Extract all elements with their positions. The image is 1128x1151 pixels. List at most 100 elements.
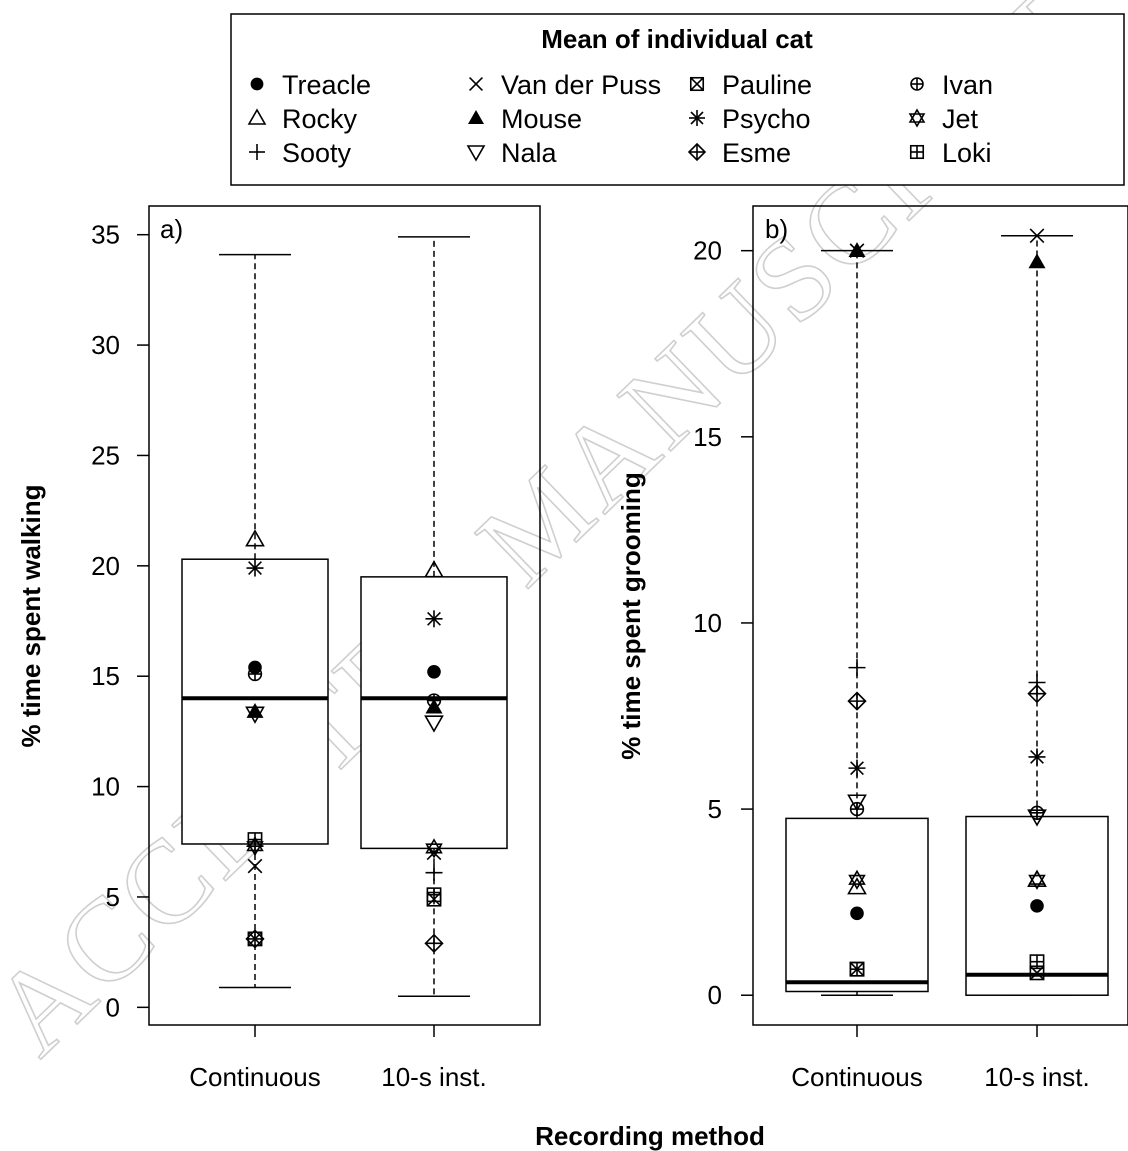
ytick-label-grooming-20: 20 [693, 236, 722, 266]
ytick-walking-10: 10 [91, 772, 149, 802]
legend-symbol-esme [687, 142, 707, 162]
plot-frame-grooming [752, 205, 1128, 1026]
legend-label-ivan: Ivan [942, 70, 993, 100]
legend-entry-psycho: Psycho [689, 104, 811, 134]
point-walking-10-s-inst-nala [424, 715, 444, 733]
ylabel-walking: % time spent walking [16, 485, 46, 748]
legend-entry-sooty: Sooty [249, 138, 352, 168]
point-grooming-continuous-esme [847, 691, 867, 711]
ytick-grooming-20: 20 [693, 236, 753, 266]
xtick-grooming-continuous: Continuous [791, 1025, 923, 1092]
point-walking-10-s-inst-loki [426, 887, 442, 903]
point-walking-continuous-rocky [245, 529, 265, 547]
legend-symbol-mouse [468, 110, 484, 124]
legend-entry-nala: Nala [466, 138, 558, 168]
point-grooming-continuous-rocky [847, 877, 867, 895]
ytick-grooming-5: 5 [708, 794, 753, 824]
point-walking-continuous-esme [245, 929, 265, 949]
panel-label-walking: a) [160, 214, 183, 244]
point-walking-continuous-nala [245, 706, 265, 724]
legend: Mean of individual cat Treacle Rocky Sooty… [230, 13, 1125, 186]
legend-entry-mouse: Mouse [468, 104, 582, 134]
xtick-label-walking-continuous: Continuous [189, 1062, 321, 1092]
point-grooming-continuous-psycho [848, 759, 866, 777]
legend-entry-pauline: Pauline [689, 70, 812, 100]
point-grooming-continuous-loki [849, 961, 865, 977]
legend-symbol-jet [908, 108, 926, 128]
ytick-label-walking-35: 35 [91, 220, 120, 250]
point-grooming-continuous-jet [848, 869, 866, 890]
ytick-grooming-0: 0 [708, 980, 753, 1010]
point-grooming-10-s-inst-mouse [1028, 253, 1046, 269]
ytick-walking-20: 20 [91, 551, 149, 581]
legend-label-loki: Loki [942, 138, 992, 168]
ylabel-grooming: % time spent grooming [616, 472, 646, 759]
xtick-label-grooming-continuous: Continuous [791, 1062, 923, 1092]
panel-walking: a) % time spent walking 0 5 10 15 20 25 30 35 Co… [16, 205, 541, 1092]
ytick-label-walking-10: 10 [91, 772, 120, 802]
point-walking-10-s-inst-sooty [425, 864, 443, 882]
box-iqr-walking-continuous [181, 558, 329, 845]
legend-label-van-der-puss: Van der Puss [501, 70, 661, 100]
legend-symbol-psycho [689, 110, 705, 126]
panel-grooming: b) % time spent grooming 0 5 10 15 20 Continu… [616, 205, 1128, 1092]
point-walking-10-s-inst-esme [424, 933, 444, 953]
legend-symbol-pauline [689, 76, 705, 92]
legend-box [230, 13, 1125, 186]
legend-label-mouse: Mouse [501, 104, 582, 134]
point-grooming-continuous-sooty [848, 659, 866, 677]
ytick-grooming-15: 15 [693, 422, 753, 452]
legend-symbol-rocky [247, 108, 267, 125]
ytick-walking-5: 5 [106, 882, 149, 912]
legend-symbol-treacle [250, 77, 264, 91]
point-walking-10-s-inst-jet [425, 838, 443, 859]
point-grooming-10-s-inst-psycho [1028, 748, 1046, 766]
legend-symbol-sooty [249, 144, 265, 160]
point-grooming-10-s-inst-jet [1028, 869, 1046, 890]
legend-label-jet: Jet [942, 104, 979, 134]
legend-label-treacle: Treacle [282, 70, 371, 100]
ytick-label-grooming-10: 10 [693, 608, 722, 638]
legend-symbol-van-der-puss [469, 77, 483, 91]
point-walking-continuous-loki [247, 832, 263, 847]
ytick-label-grooming-5: 5 [708, 794, 722, 824]
xtick-walking-continuous: Continuous [189, 1025, 321, 1092]
legend-entry-rocky: Rocky [247, 104, 358, 134]
ytick-label-walking-5: 5 [106, 882, 120, 912]
legend-title: Mean of individual cat [541, 24, 813, 54]
point-walking-10-s-inst-treacle [427, 664, 441, 679]
ytick-grooming-10: 10 [693, 608, 753, 638]
point-grooming-continuous-ivan [849, 801, 865, 817]
point-grooming-continuous-nala [847, 794, 867, 812]
xtick-label-walking-10-s-inst: 10-s inst. [381, 1062, 487, 1092]
shared-xlabel: Recording method [535, 1121, 765, 1151]
legend-label-pauline: Pauline [722, 70, 812, 100]
xtick-grooming-10-s-inst: 10-s inst. [984, 1025, 1090, 1092]
point-grooming-10-s-inst-ivan [1029, 805, 1045, 820]
point-walking-10-s-inst-psycho [425, 610, 443, 628]
legend-label-rocky: Rocky [282, 104, 358, 134]
ytick-label-walking-15: 15 [91, 661, 120, 691]
point-walking-continuous-ivan [247, 666, 263, 682]
legend-entry-loki: Loki [909, 138, 992, 168]
point-walking-10-s-inst-ivan [426, 693, 442, 708]
legend-label-nala: Nala [501, 138, 558, 168]
legend-entries: Treacle Rocky Sooty Van der Puss Mouse Nala Pa… [247, 70, 993, 168]
legend-symbol-ivan [910, 77, 924, 91]
legend-entry-esme: Esme [687, 138, 791, 168]
plot-frame-walking [148, 205, 541, 1026]
point-grooming-continuous-mouse [848, 242, 866, 258]
point-walking-10-s-inst-rocky [424, 560, 444, 578]
ytick-label-walking-30: 30 [91, 330, 120, 360]
ytick-walking-35: 35 [91, 220, 149, 250]
point-grooming-10-s-inst-van-der-puss [1029, 228, 1045, 244]
point-grooming-10-s-inst-esme [1027, 684, 1047, 704]
legend-label-esme: Esme [722, 138, 791, 168]
legend-entry-jet: Jet [908, 104, 979, 134]
legend-symbol-nala [466, 145, 486, 162]
ytick-label-grooming-15: 15 [693, 422, 722, 452]
point-grooming-10-s-inst-loki [1029, 954, 1045, 970]
xtick-label-grooming-10-s-inst: 10-s inst. [984, 1062, 1090, 1092]
ytick-label-walking-0: 0 [106, 992, 120, 1022]
